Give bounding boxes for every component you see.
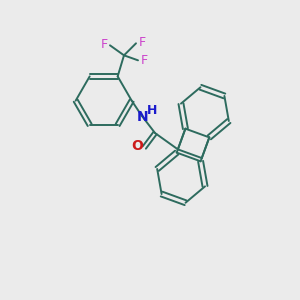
- Text: F: F: [100, 38, 108, 51]
- Text: O: O: [131, 140, 143, 154]
- Text: F: F: [140, 54, 148, 67]
- Text: F: F: [138, 36, 146, 49]
- Text: N: N: [137, 110, 148, 124]
- Text: H: H: [146, 104, 157, 117]
